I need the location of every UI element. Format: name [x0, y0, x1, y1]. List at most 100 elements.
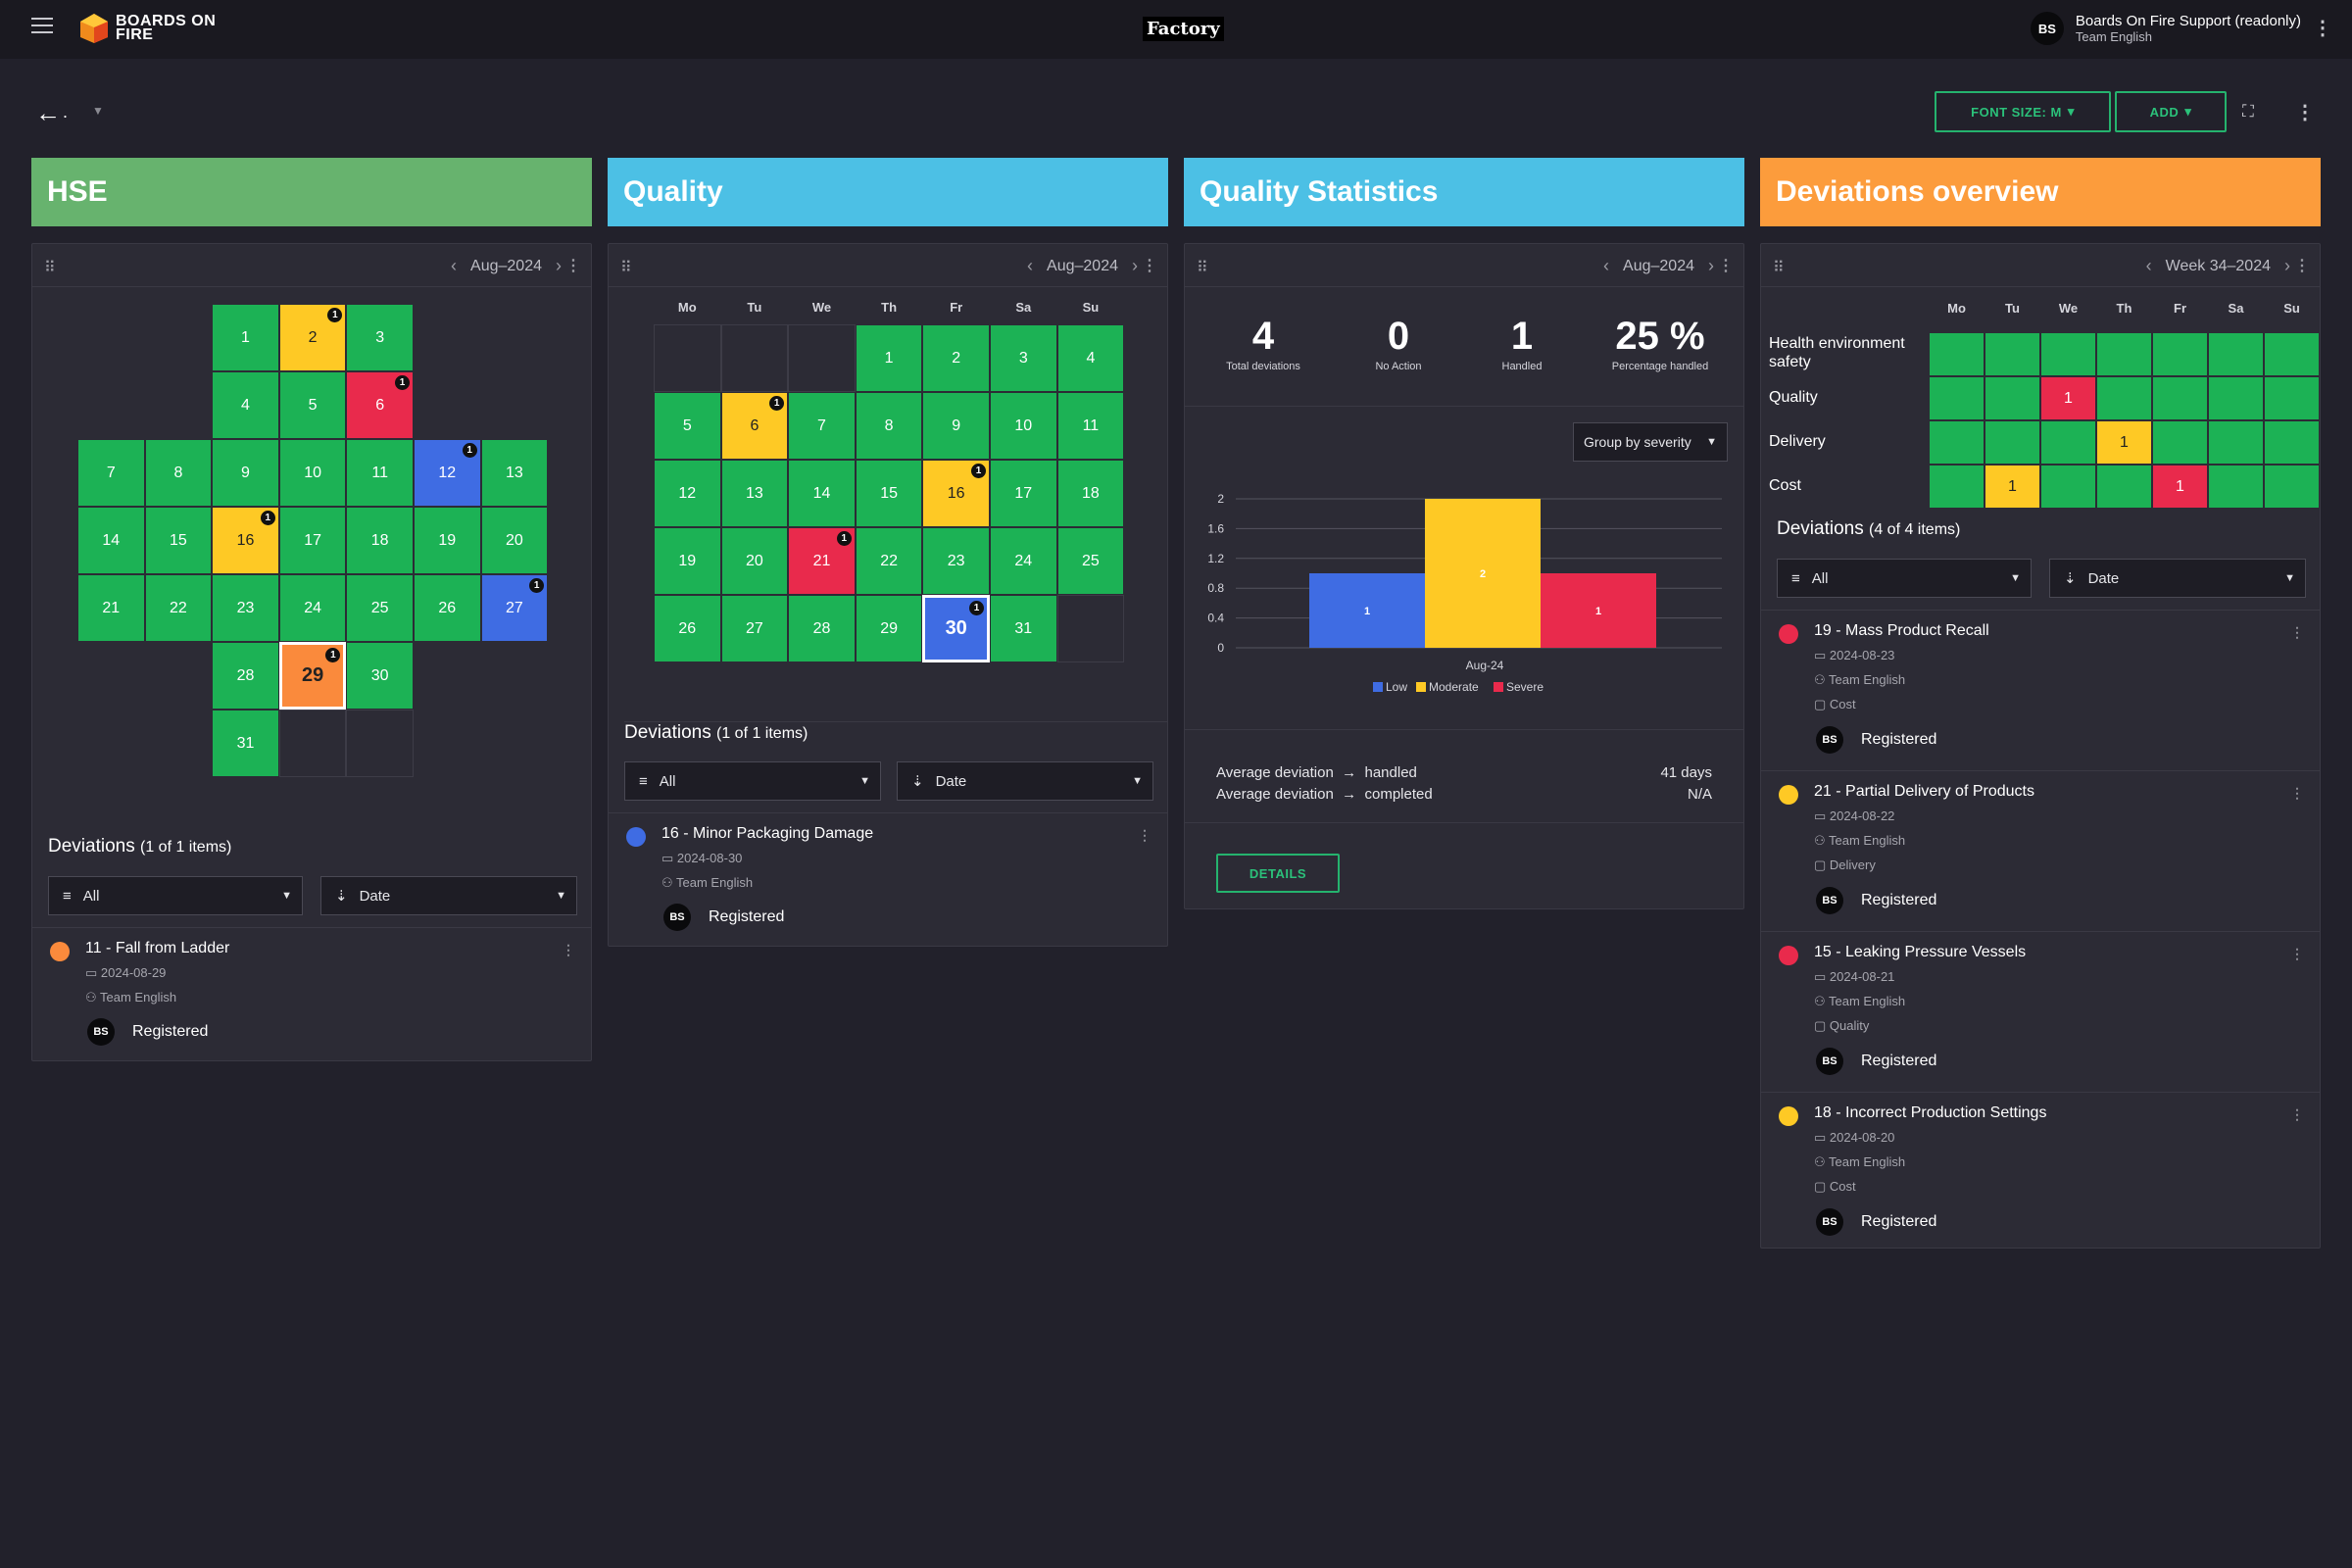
- fullscreen-icon[interactable]: ⛶: [2242, 102, 2254, 121]
- calendar-day-5[interactable]: 5: [654, 392, 721, 460]
- calendar-day-10[interactable]: 10: [278, 439, 347, 507]
- logo[interactable]: BOARDS ON FIRE: [78, 12, 223, 45]
- dashboard-caret-icon[interactable]: ▼: [92, 104, 104, 118]
- calendar-day-10[interactable]: 10: [990, 392, 1057, 460]
- deviation-title[interactable]: 18 - Incorrect Production Settings: [1814, 1104, 2047, 1121]
- overview-cell[interactable]: [1929, 332, 1984, 376]
- calendar-day-23[interactable]: 23: [212, 574, 279, 642]
- calendar-day-28[interactable]: 28: [788, 595, 856, 662]
- overview-cell[interactable]: [2208, 376, 2264, 420]
- drag-handle-icon[interactable]: ⠿: [620, 260, 632, 276]
- overview-cell[interactable]: [1984, 332, 2040, 376]
- calendar-day-8[interactable]: 8: [144, 439, 213, 507]
- calendar-day-12[interactable]: 12 1: [414, 439, 481, 507]
- deviation-title[interactable]: 11 - Fall from Ladder: [85, 940, 230, 956]
- deviation-title[interactable]: 15 - Leaking Pressure Vessels: [1814, 944, 2027, 960]
- page-more-icon[interactable]: ⋮: [2295, 102, 2315, 123]
- drag-handle-icon[interactable]: ⠿: [1197, 260, 1208, 276]
- overview-cell[interactable]: [2152, 420, 2208, 465]
- calendar-day-25[interactable]: 25: [346, 574, 414, 642]
- calendar-day-19[interactable]: 19: [414, 507, 481, 574]
- calendar-day-25[interactable]: 25: [1056, 527, 1125, 595]
- overview-cell[interactable]: [2040, 420, 2096, 465]
- calendar-day-2[interactable]: 2: [922, 324, 990, 392]
- overview-cell[interactable]: [1984, 376, 2040, 420]
- calendar-day-5[interactable]: 5: [278, 371, 347, 439]
- calendar-day-29[interactable]: 29: [855, 595, 923, 662]
- back-button[interactable]: ←: [35, 98, 61, 127]
- overview-cell[interactable]: [1929, 465, 1984, 509]
- prev-month-icon[interactable]: ‹: [1603, 256, 1610, 275]
- calendar-day-31[interactable]: 31: [990, 595, 1057, 662]
- calendar-day-13[interactable]: 13: [720, 460, 789, 527]
- calendar-day-26[interactable]: 26: [414, 574, 481, 642]
- overview-cell[interactable]: 1: [2152, 465, 2208, 509]
- calendar-day-29[interactable]: 29 1: [278, 642, 347, 710]
- calendar-day-27[interactable]: 27: [720, 595, 789, 662]
- item-more-icon[interactable]: ⋮: [2290, 624, 2304, 640]
- font-size-button[interactable]: FONT SIZE: M ▾: [1935, 91, 2111, 132]
- overview-cell[interactable]: [2264, 465, 2320, 509]
- calendar-day-11[interactable]: 11: [1056, 392, 1125, 460]
- avatar[interactable]: BS: [2030, 12, 2064, 45]
- calendar-day-14[interactable]: 14: [788, 460, 856, 527]
- next-week-icon[interactable]: ›: [2284, 256, 2290, 275]
- calendar-day-15[interactable]: 15: [144, 507, 213, 574]
- calendar-day-20[interactable]: 20: [720, 527, 789, 595]
- overview-cell[interactable]: 1: [2096, 420, 2152, 465]
- calendar-day-9[interactable]: 9: [922, 392, 990, 460]
- calendar-day-23[interactable]: 23: [922, 527, 990, 595]
- overview-cell[interactable]: [2096, 376, 2152, 420]
- calendar-day-3[interactable]: 3: [346, 304, 414, 371]
- list-item[interactable]: 21 - Partial Delivery of Products ▭ 2024-…: [1761, 770, 2320, 931]
- next-month-icon[interactable]: ›: [1132, 256, 1138, 275]
- widget-more-icon[interactable]: ⋮: [1718, 258, 1734, 274]
- prev-month-icon[interactable]: ‹: [1027, 256, 1034, 275]
- calendar-day-4[interactable]: 4: [1056, 324, 1125, 392]
- calendar-day-21[interactable]: 21 1: [788, 527, 856, 595]
- next-month-icon[interactable]: ›: [556, 256, 562, 275]
- calendar-day-14[interactable]: 14: [77, 507, 145, 574]
- item-more-icon[interactable]: ⋮: [2290, 785, 2304, 801]
- prev-week-icon[interactable]: ‹: [2145, 256, 2152, 275]
- list-item[interactable]: 18 - Incorrect Production Settings ▭ 2024…: [1761, 1092, 2320, 1252]
- menu-icon[interactable]: [31, 18, 53, 35]
- filter-select[interactable]: ≡ All ▼: [624, 761, 881, 801]
- dashboard-title[interactable]: .: [63, 102, 69, 122]
- filter-select[interactable]: ≡ All ▼: [1777, 559, 2032, 598]
- calendar-day-19[interactable]: 19: [654, 527, 721, 595]
- overview-cell[interactable]: [2152, 376, 2208, 420]
- calendar-day-17[interactable]: 17: [990, 460, 1057, 527]
- deviation-title[interactable]: 16 - Minor Packaging Damage: [662, 825, 874, 842]
- item-more-icon[interactable]: ⋮: [1138, 827, 1152, 843]
- calendar-day-9[interactable]: 9: [212, 439, 279, 507]
- drag-handle-icon[interactable]: ⠿: [44, 260, 56, 276]
- calendar-day-7[interactable]: 7: [77, 439, 145, 507]
- overview-cell[interactable]: [2264, 376, 2320, 420]
- list-item[interactable]: 11 - Fall from Ladder ▭ 2024-08-29 ⚇ Tea…: [32, 927, 591, 1060]
- calendar-day-28[interactable]: 28: [212, 642, 279, 710]
- overview-cell[interactable]: [2096, 465, 2152, 509]
- filter-select[interactable]: ≡ All ▼: [48, 876, 303, 915]
- calendar-day-30[interactable]: 30: [346, 642, 414, 710]
- calendar-day-22[interactable]: 22: [144, 574, 213, 642]
- drag-handle-icon[interactable]: ⠿: [1773, 260, 1785, 276]
- calendar-day-1[interactable]: 1: [855, 324, 923, 392]
- calendar-day-22[interactable]: 22: [855, 527, 923, 595]
- add-button[interactable]: ADD ▾: [2115, 91, 2227, 132]
- overview-cell[interactable]: [2208, 420, 2264, 465]
- calendar-day-18[interactable]: 18: [346, 507, 414, 574]
- calendar-day-4[interactable]: 4: [212, 371, 279, 439]
- calendar-day-26[interactable]: 26: [654, 595, 721, 662]
- sort-select[interactable]: ⇣ Date ▼: [320, 876, 577, 915]
- overview-cell[interactable]: [2096, 332, 2152, 376]
- group-by-select[interactable]: Group by severity ▼: [1573, 422, 1728, 462]
- overview-cell[interactable]: [1929, 420, 1984, 465]
- overview-cell[interactable]: [1929, 376, 1984, 420]
- overview-cell[interactable]: [2152, 332, 2208, 376]
- calendar-day-16[interactable]: 16 1: [212, 507, 279, 574]
- calendar-day-1[interactable]: 1: [212, 304, 279, 371]
- widget-more-icon[interactable]: ⋮: [565, 258, 581, 274]
